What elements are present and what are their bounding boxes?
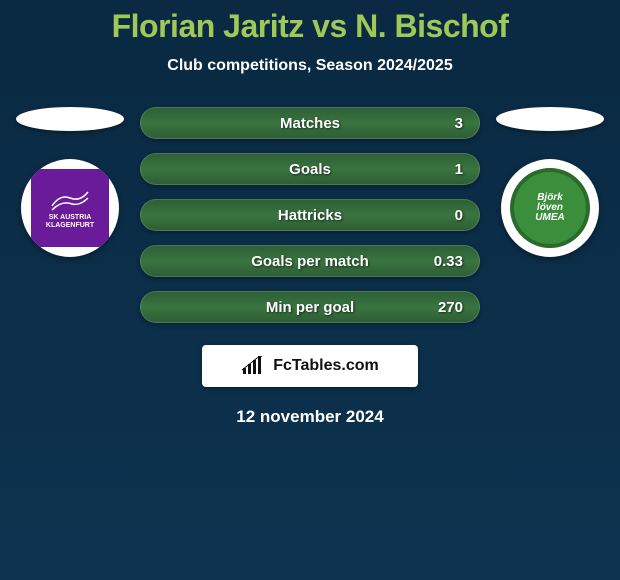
middle-row: SK AUSTRIA KLAGENFURT Matches 3 Goals 1 …: [0, 107, 620, 323]
subtitle: Club competitions, Season 2024/2025: [0, 57, 620, 75]
club-badge-left-line2: KLAGENFURT: [46, 222, 94, 230]
club-badge-right: Björk löven UMEA: [501, 159, 599, 257]
stat-row-matches: Matches 3: [140, 107, 480, 139]
left-side: SK AUSTRIA KLAGENFURT: [16, 107, 124, 257]
club-badge-right-text: Björk löven UMEA: [535, 193, 564, 223]
stat-value: 0: [455, 207, 463, 224]
player-placeholder-right: [496, 107, 604, 131]
stat-row-goals-per-match: Goals per match 0.33: [140, 245, 480, 277]
date-text: 12 november 2024: [0, 407, 620, 427]
brand-text: FcTables.com: [273, 357, 379, 375]
stat-label: Goals per match: [251, 253, 369, 270]
stat-label: Min per goal: [266, 299, 354, 316]
right-side: Björk löven UMEA: [496, 107, 604, 257]
stats-card: Florian Jaritz vs N. Bischof Club compet…: [0, 0, 620, 427]
stats-list: Matches 3 Goals 1 Hattricks 0 Goals per …: [140, 107, 480, 323]
stat-row-hattricks: Hattricks 0: [140, 199, 480, 231]
stat-value: 1: [455, 161, 463, 178]
stat-label: Hattricks: [278, 207, 342, 224]
page-title: Florian Jaritz vs N. Bischof: [0, 8, 620, 45]
stat-value: 3: [455, 115, 463, 132]
club-badge-left-line1: SK AUSTRIA: [49, 214, 92, 222]
club-badge-left: SK AUSTRIA KLAGENFURT: [21, 159, 119, 257]
club-badge-left-inner: SK AUSTRIA KLAGENFURT: [31, 169, 109, 247]
club-crest-icon: [50, 186, 90, 214]
bar-chart-icon: [241, 356, 267, 376]
stat-label: Goals: [289, 161, 331, 178]
brand-badge[interactable]: FcTables.com: [202, 345, 418, 387]
stat-row-min-per-goal: Min per goal 270: [140, 291, 480, 323]
stat-value: 0.33: [434, 253, 463, 270]
stat-value: 270: [438, 299, 463, 316]
stat-row-goals: Goals 1: [140, 153, 480, 185]
player-placeholder-left: [16, 107, 124, 131]
stat-label: Matches: [280, 115, 340, 132]
club-badge-right-inner: Björk löven UMEA: [510, 168, 590, 248]
